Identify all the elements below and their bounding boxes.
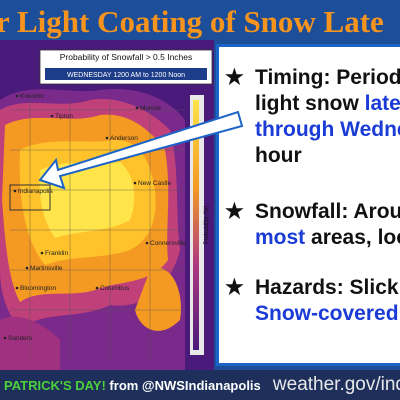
- footer-left: PATRICK'S DAY! from @NWSIndianapolis: [4, 378, 261, 393]
- city-dot: [133, 181, 137, 185]
- bullet-line: Timing: Period: [225, 65, 400, 91]
- city-dot: [50, 114, 54, 118]
- city-label: Indianapolis: [18, 188, 53, 195]
- city-dot: [15, 94, 19, 98]
- map-legend-title: Probability of Snowfall > 0.5 Inches: [60, 52, 193, 62]
- city-dot: [25, 266, 29, 270]
- footer-text: PATRICK'S DAY!: [4, 378, 106, 393]
- city-label: Sanders: [8, 335, 33, 342]
- city-label: Franklin: [45, 250, 69, 257]
- footer-url: weather.gov/ind: [272, 374, 400, 395]
- footer: PATRICK'S DAY! from @NWSIndianapolis wea…: [0, 370, 400, 400]
- title: r Light Coating of Snow Late: [0, 4, 384, 39]
- bullet-star: ★: [225, 276, 244, 299]
- bullet-text: Snowfall: Arou: [255, 200, 400, 223]
- snow-probability-map: Probability of Snowfall > 0.5 Inches WED…: [0, 40, 214, 370]
- city-dot: [95, 286, 99, 290]
- title-bar: r Light Coating of Snow Late: [0, 0, 400, 40]
- bullet-star: ★: [225, 200, 244, 223]
- colorbar-label: Probability (%): [204, 205, 210, 244]
- city-label: Columbus: [100, 285, 130, 292]
- bullet-text: most: [255, 226, 306, 249]
- footer-text: from @NWSIndianapolis: [105, 378, 261, 393]
- map-legend-subtitle: WEDNESDAY 1200 AM to 1200 Noon: [67, 72, 185, 79]
- bullet: ★ Snowfall: Arou most areas, loc: [225, 199, 400, 251]
- bullet-text: Snow-covered: [255, 302, 399, 325]
- bullet-line: Snowfall: Arou: [225, 199, 400, 225]
- bullet: ★ Timing: Period light snow late through We…: [225, 65, 400, 169]
- bullet-text: areas, loc: [305, 226, 400, 249]
- city-label: Bloomington: [20, 285, 57, 292]
- city-dot: [105, 136, 109, 140]
- city-label: Anderson: [110, 135, 138, 142]
- city-dot: [3, 336, 7, 340]
- bullet-text: through Wedne: [255, 118, 400, 141]
- city-dot: [40, 251, 44, 255]
- bullet-line: Hazards: Slick: [225, 275, 400, 301]
- city-dot: [135, 106, 139, 110]
- city-label: Tipton: [55, 113, 73, 120]
- bullet-panel: ★ Timing: Period light snow late through We…: [216, 44, 400, 366]
- city-label: Martinsville: [30, 265, 63, 272]
- bullet-line: through Wedne: [225, 117, 400, 143]
- city-label: Muncie: [140, 105, 161, 112]
- city-dot: [13, 189, 17, 193]
- bullet-text: late: [364, 92, 400, 115]
- bullet-text: light snow: [255, 92, 365, 115]
- bullet-star: ★: [225, 66, 244, 89]
- bullet-text: hour: [255, 144, 302, 167]
- city-label: New Castle: [138, 180, 172, 187]
- bullet-line: Snow-covered I: [225, 301, 400, 327]
- city-dot: [145, 241, 149, 245]
- bullet-text: Timing: Period: [255, 66, 400, 89]
- city-label: Connersville: [150, 240, 186, 247]
- bullet-line: most areas, loc: [225, 225, 400, 251]
- bullet-text: Hazards: Slick: [255, 276, 399, 299]
- bullet-line: hour: [225, 143, 400, 169]
- city-label: Kokomo: [20, 93, 44, 100]
- city-dot: [15, 286, 19, 290]
- bullet-line: light snow late: [225, 91, 400, 117]
